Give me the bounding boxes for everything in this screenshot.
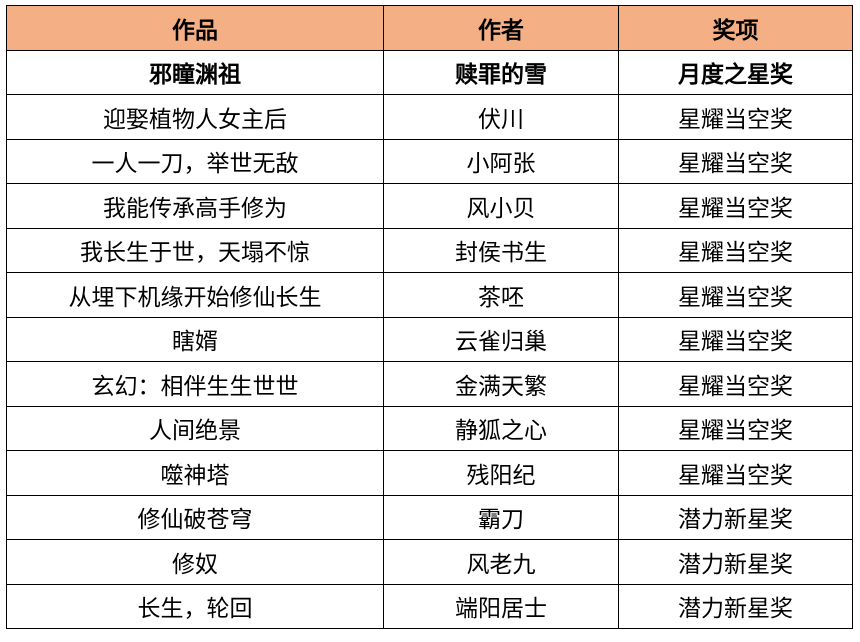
table-row: 一人一刀，举世无敌 小阿张 星耀当空奖 — [6, 138, 853, 184]
table-row: 邪瞳渊祖 赎罪的雪 月度之星奖 — [6, 49, 853, 95]
header-work: 作品 — [6, 5, 384, 51]
work-cell: 噬神塔 — [6, 450, 384, 496]
work-cell: 我能传承高手修为 — [6, 183, 384, 229]
header-row: 作品 作者 奖项 — [6, 5, 853, 51]
table-row: 从埋下机缘开始修仙长生 茶呸 星耀当空奖 — [6, 272, 853, 318]
award-cell: 星耀当空奖 — [618, 227, 853, 273]
work-cell: 修奴 — [6, 539, 384, 585]
table-row: 玄幻：相伴生生世世 金满天繁 星耀当空奖 — [6, 361, 853, 407]
award-cell: 潜力新星奖 — [618, 539, 853, 585]
award-cell: 星耀当空奖 — [618, 316, 853, 362]
author-cell: 风小贝 — [383, 183, 619, 229]
work-cell: 人间绝景 — [6, 405, 384, 451]
work-cell: 我长生于世，天塌不惊 — [6, 227, 384, 273]
author-cell: 茶呸 — [383, 272, 619, 318]
work-cell: 瞎婿 — [6, 316, 384, 362]
author-cell: 残阳纪 — [383, 450, 619, 496]
table-row: 修仙破苍穹 霸刀 潜力新星奖 — [6, 494, 853, 540]
award-cell: 星耀当空奖 — [618, 183, 853, 229]
work-cell: 修仙破苍穹 — [6, 494, 384, 540]
author-cell: 静狐之心 — [383, 405, 619, 451]
author-cell: 封侯书生 — [383, 227, 619, 273]
table-row: 噬神塔 残阳纪 星耀当空奖 — [6, 450, 853, 496]
table-row: 长生，轮回 端阳居士 潜力新星奖 — [6, 583, 853, 629]
awards-table: 作品 作者 奖项 邪瞳渊祖 赎罪的雪 月度之星奖 迎娶植物人女主后 伏川 星耀当空奖 一人一… — [6, 5, 853, 629]
author-cell: 金满天繁 — [383, 361, 619, 407]
award-cell: 月度之星奖 — [618, 49, 853, 95]
table-row: 我能传承高手修为 风小贝 星耀当空奖 — [6, 183, 853, 229]
header-author: 作者 — [383, 5, 619, 51]
award-cell: 星耀当空奖 — [618, 361, 853, 407]
header-award: 奖项 — [618, 5, 853, 51]
award-cell: 星耀当空奖 — [618, 272, 853, 318]
award-cell: 星耀当空奖 — [618, 94, 853, 140]
author-cell: 小阿张 — [383, 138, 619, 184]
work-cell: 长生，轮回 — [6, 583, 384, 629]
author-cell: 赎罪的雪 — [383, 49, 619, 95]
work-cell: 邪瞳渊祖 — [6, 49, 384, 95]
award-cell: 潜力新星奖 — [618, 494, 853, 540]
table-row: 迎娶植物人女主后 伏川 星耀当空奖 — [6, 94, 853, 140]
award-cell: 星耀当空奖 — [618, 450, 853, 496]
author-cell: 伏川 — [383, 94, 619, 140]
table-row: 瞎婿 云雀归巢 星耀当空奖 — [6, 316, 853, 362]
table-row: 我长生于世，天塌不惊 封侯书生 星耀当空奖 — [6, 227, 853, 273]
award-cell: 潜力新星奖 — [618, 583, 853, 629]
table-row: 修奴 风老九 潜力新星奖 — [6, 539, 853, 585]
table-row: 人间绝景 静狐之心 星耀当空奖 — [6, 405, 853, 451]
work-cell: 从埋下机缘开始修仙长生 — [6, 272, 384, 318]
work-cell: 一人一刀，举世无敌 — [6, 138, 384, 184]
author-cell: 云雀归巢 — [383, 316, 619, 362]
author-cell: 霸刀 — [383, 494, 619, 540]
work-cell: 迎娶植物人女主后 — [6, 94, 384, 140]
author-cell: 端阳居士 — [383, 583, 619, 629]
author-cell: 风老九 — [383, 539, 619, 585]
award-cell: 星耀当空奖 — [618, 405, 853, 451]
award-cell: 星耀当空奖 — [618, 138, 853, 184]
work-cell: 玄幻：相伴生生世世 — [6, 361, 384, 407]
